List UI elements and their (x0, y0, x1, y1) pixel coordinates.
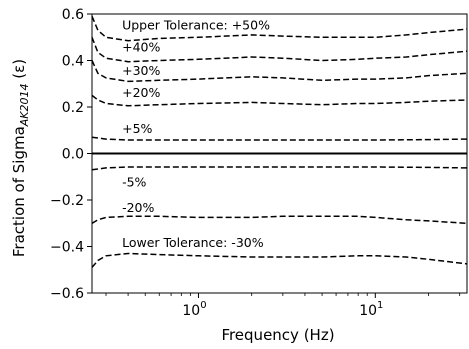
y-axis-label: Fraction of SigmaAK2014 (ε) (10, 59, 31, 257)
series-line (91, 94, 468, 107)
series-annotation: Lower Tolerance: -30% (122, 235, 264, 250)
x-tick-label-exponent: 0 (200, 300, 206, 311)
series-annotation: Upper Tolerance: +50% (122, 18, 270, 33)
y-tick-label: 0.0 (62, 147, 84, 163)
y-tick-label: 0.2 (62, 100, 84, 116)
series-annotation: +20% (122, 85, 160, 100)
series-lines (91, 16, 468, 268)
series-annotation: -5% (122, 175, 146, 190)
series-annotation: +5% (122, 121, 152, 136)
y-tick-label: 0.6 (62, 7, 84, 23)
x-tick-label-exponent: 1 (377, 300, 383, 311)
y-tick-label: −0.2 (50, 193, 84, 209)
y-axis-ticks: 0.6 0.4 0.2 0.0 −0.2 −0.4 −0.6 (50, 7, 92, 302)
series-line (91, 215, 468, 225)
series-line (91, 252, 468, 268)
series-line (91, 60, 468, 83)
series-line (91, 136, 468, 141)
series-annotation: +40% (122, 40, 160, 55)
y-tick-label: 0.4 (62, 54, 84, 70)
x-tick-label-base: 10 (182, 303, 200, 319)
x-tick-label: 101 (359, 300, 383, 319)
y-axis-label-subscript: AK2014 (18, 83, 31, 127)
series-annotation: +30% (122, 63, 160, 78)
y-axis-label-tail: (ε) (10, 59, 28, 84)
x-tick-label-base: 10 (359, 303, 377, 319)
series-line (91, 37, 468, 63)
x-axis-label: Frequency (Hz) (221, 326, 334, 344)
series-line (91, 16, 468, 42)
series-line (91, 166, 468, 171)
series-annotation: -20% (122, 200, 154, 215)
x-tick-label: 100 (182, 300, 206, 319)
y-tick-label: −0.6 (50, 286, 84, 302)
series-annotations: Upper Tolerance: +50% +40% +30% +20% +5% -5% -… (122, 18, 270, 250)
y-axis-label-main: Fraction of Sigma (10, 126, 28, 257)
x-axis-ticks: 100 101 (105, 293, 461, 319)
y-tick-label: −0.4 (50, 240, 84, 256)
